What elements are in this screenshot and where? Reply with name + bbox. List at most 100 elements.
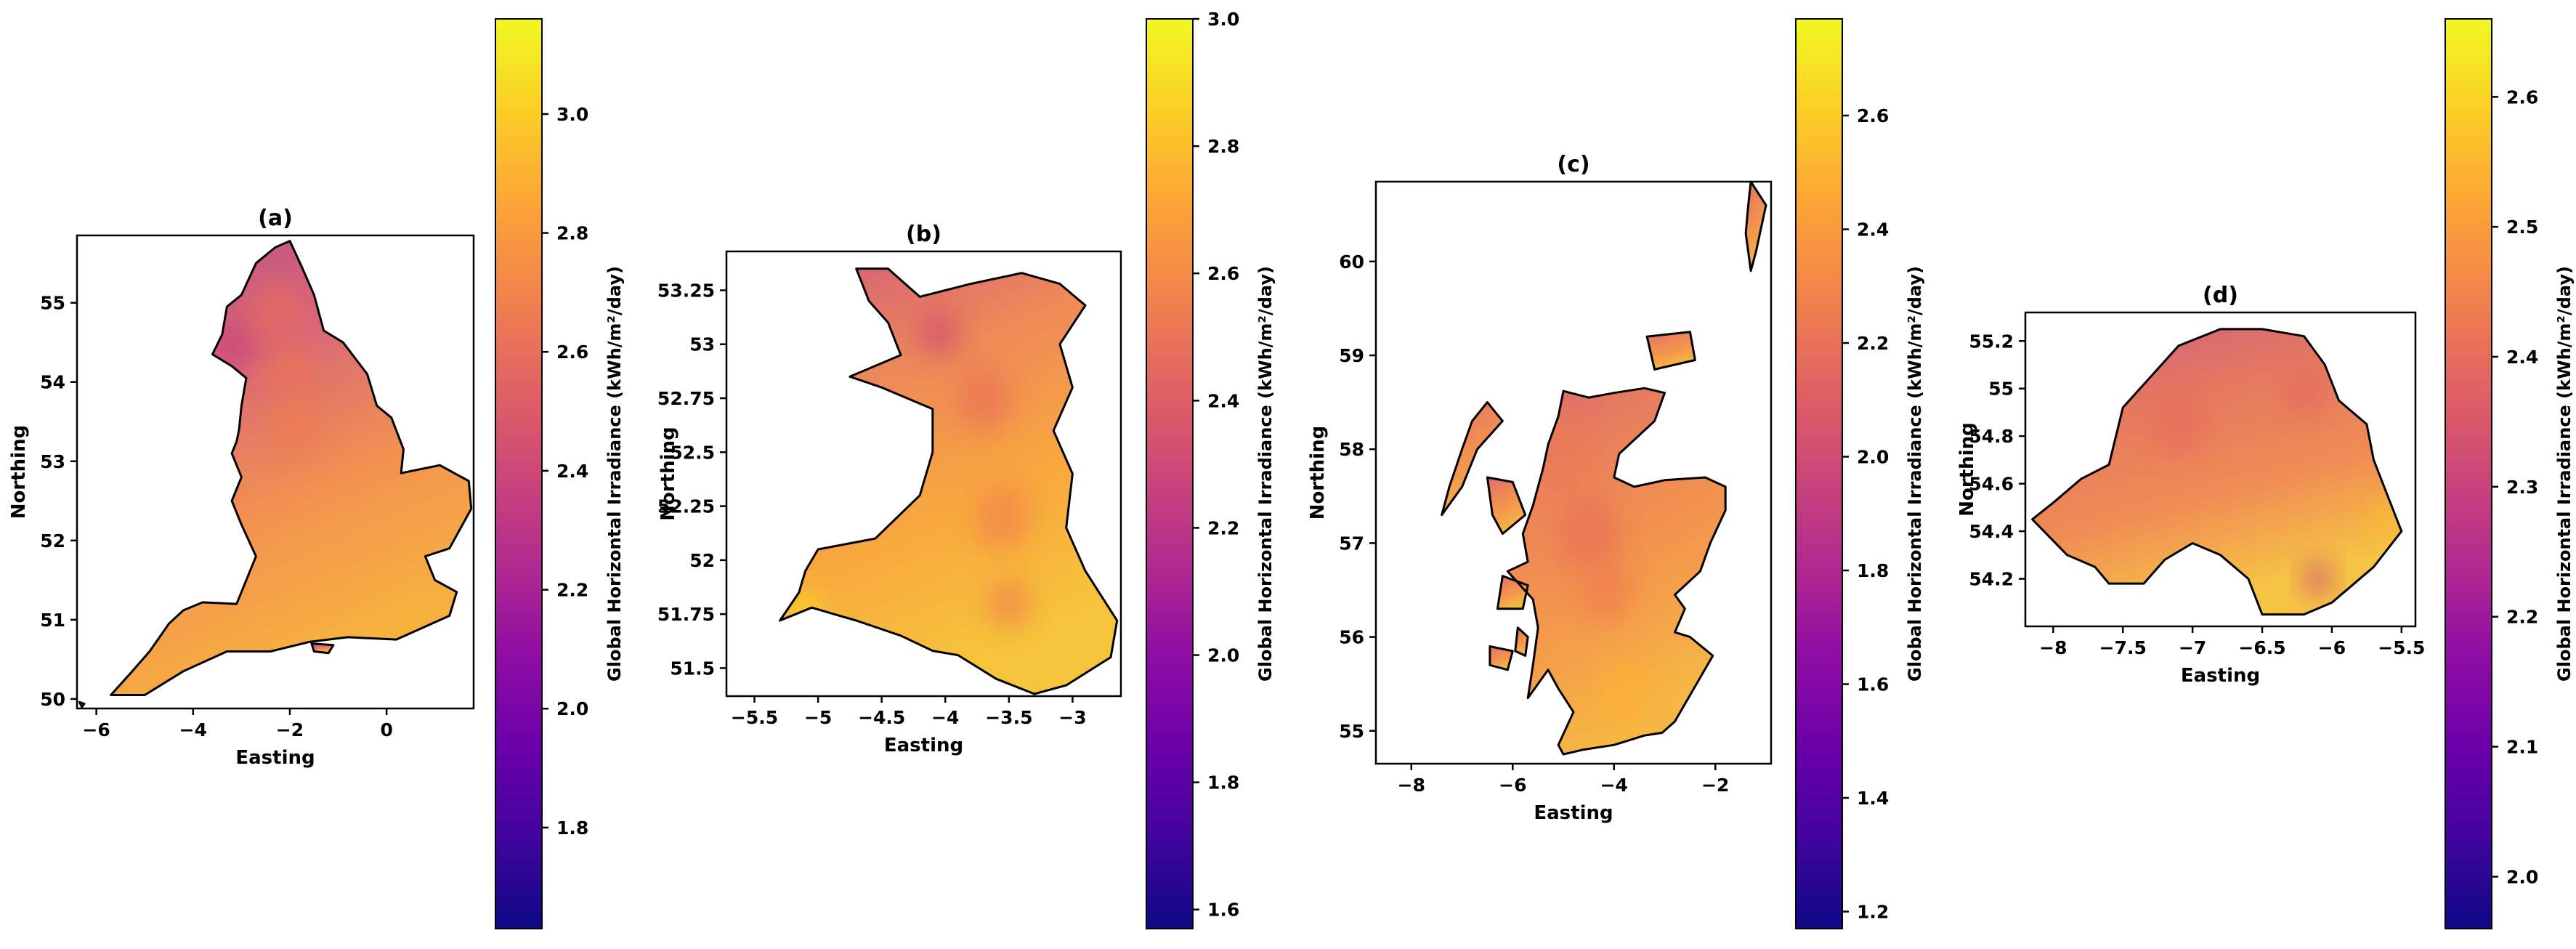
x-axis-label: Easting [884,735,963,756]
colorbar-tick-label: 2.6 [556,342,588,363]
colorbar-tick-label: 2.1 [2506,737,2538,758]
x-tick-label: −4 [931,707,959,728]
colorbar-tick-label: 2.0 [1857,447,1889,468]
axes-frame [76,234,475,710]
axes-frame [1374,180,1773,765]
irradiance-blob [918,309,960,358]
y-tick-label: 51.75 [657,604,715,625]
irradiance-blob [2153,394,2204,455]
panel-a: −6 −4 −2 0 50 51 52 53 54 55 (a) Easting Northing 1.8… [8,18,625,929]
panel-title: (c) [1557,152,1589,177]
x-tick-label: −6 [2318,637,2346,658]
x-tick-label: −6 [1499,775,1526,796]
x-axis-label: Easting [235,747,315,769]
colorbar-tick-label: 2.0 [1207,645,1239,666]
y-tick-label: 53 [689,334,715,355]
colorbar-tick-label: 2.2 [556,580,588,601]
y-tick-label: 52 [689,550,715,571]
x-tick-label: 0 [380,719,392,740]
colorbar-tick-label: 2.2 [1857,333,1889,354]
y-axis-label: Northing [1956,422,1978,516]
coastline-island [78,700,86,708]
colorbar-tick-label: 2.8 [1207,136,1239,157]
y-tick-label: 60 [1339,251,1364,272]
x-tick-label: −2 [276,719,304,740]
irradiance-variation [210,280,319,458]
x-axis-label: Easting [2181,665,2260,687]
colorbar-tick-label: 2.2 [1207,517,1239,538]
colorbar-tick-label: 2.4 [556,461,588,482]
x-tick-label: −3 [1058,707,1086,728]
y-axis-label: Northing [1307,426,1329,520]
coastline [2031,328,2403,616]
colorbar: 1.8 2.0 2.2 2.4 2.6 2.8 3.0 Global Horizontal I… [495,18,625,929]
y-tick-label: 54.8 [1969,426,2014,447]
land-island [1647,331,1696,370]
x-axis-label: Easting [1534,802,1613,824]
coastline-island [1645,331,1696,371]
coastline-island [1489,645,1514,671]
y-tick-label: 51.5 [670,658,715,679]
x-tick-label: −4.5 [858,707,905,728]
y-tick-label: 50 [40,689,65,710]
y-tick-label: 53.25 [657,280,715,301]
panel-title: (b) [906,222,941,247]
y-tick-label: 57 [1339,533,1364,554]
colorbar: 1.6 1.8 2.0 2.2 2.4 2.6 2.8 3.0 Global Horizonta… [1146,9,1276,929]
y-tick-label: 52 [40,530,65,552]
colorbar-tick-label: 2.8 [556,223,588,244]
irradiance-blob [974,483,1031,551]
y-tick-label: 52.75 [657,388,715,409]
x-tick-label: −8 [2039,637,2067,658]
y-tick-label: 59 [1339,345,1364,366]
colorbar-tick-label: 2.6 [1207,263,1239,284]
y-tick-label: 54.4 [1969,521,2014,542]
colorbar-gradient [1795,18,1843,929]
y-tick-label: 55.2 [1969,331,2014,352]
y-axis-label: Northing [657,427,679,520]
coastline-island [310,642,335,655]
colorbar-tick-label: 2.5 [2506,217,2538,238]
irradiance-blob [1598,660,1650,727]
irradiance-blob [265,346,315,402]
irradiance-blob [1578,557,1629,623]
x-tick-label: −5.5 [2378,637,2425,658]
x-tick-label: −7.5 [2099,637,2147,658]
y-tick-label: 51 [40,610,65,631]
coastline [110,240,473,696]
y-tick-label: 52.25 [657,496,715,517]
colorbar-tick-label: 1.8 [1857,560,1889,581]
irradiance-blob [988,578,1029,628]
panel-title: (d) [2203,283,2238,308]
y-tick-label: 52.5 [670,442,715,463]
colorbar-tick-label: 1.4 [1857,788,1889,809]
x-tick-label: −7 [2179,637,2206,658]
y-tick-label: 54.6 [1969,474,2014,495]
irradiance-variation [2153,373,2402,596]
colorbar-tick-label: 2.6 [1857,105,1889,126]
y-tick-label: 54.2 [1969,569,2014,590]
land-mainland [779,268,1117,694]
colorbar-tick-label: 2.3 [2506,477,2538,498]
colorbar-tick-label: 1.8 [556,817,588,839]
x-tick-label: −6 [82,719,110,740]
colorbar-tick-label: 2.4 [1857,219,1889,241]
coastline [1506,387,1727,756]
colorbar-tick-label: 2.6 [2506,86,2538,108]
colorbar-tick-label: 2.2 [2506,607,2538,628]
colorbar-label: Global Horizontal Irradiance (kWh/m²/day… [1255,266,1276,682]
y-tick-label: 54 [40,372,65,393]
land-island [1746,182,1766,271]
irradiance-blob [270,401,319,458]
colorbar-gradient [2445,18,2492,929]
irradiance-blob [248,280,302,342]
colorbar: 1.2 1.4 1.6 1.8 2.0 2.2 2.4 2.6 Global Horizonta… [1795,18,1925,929]
x-tick-label: −4 [179,719,207,740]
coastline-island [1496,575,1529,610]
colorbar: 2.0 2.1 2.2 2.3 2.4 2.5 2.6 Global Horizontal I… [2445,18,2575,929]
irradiance-blob [955,365,1012,432]
colorbar-tick-label: 2.0 [2506,866,2538,887]
y-tick-label: 55 [1988,379,2014,400]
coastline-island [1486,476,1527,535]
colorbar-gradient [1146,18,1194,929]
